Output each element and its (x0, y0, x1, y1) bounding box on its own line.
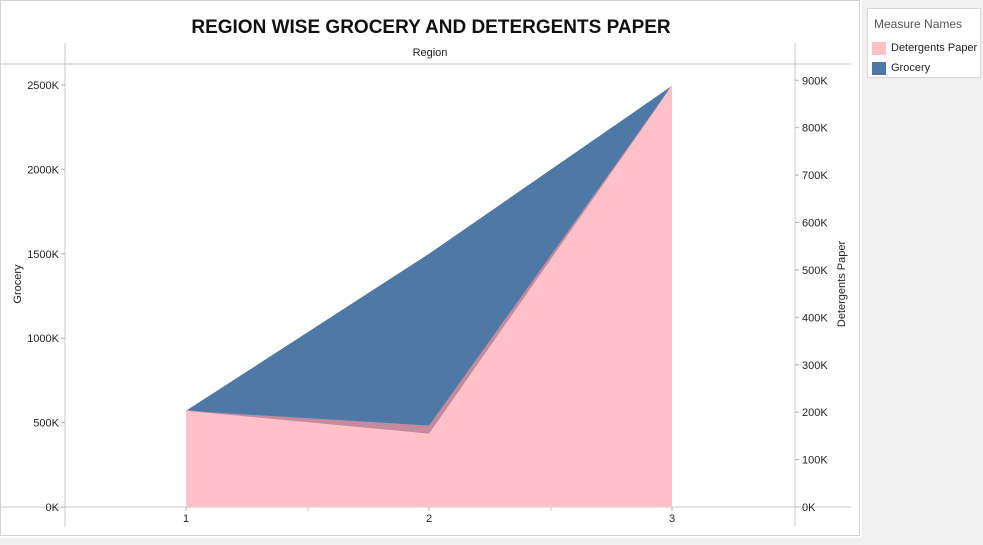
area-detergents-paper[interactable] (186, 85, 672, 507)
left-axis-label: Grocery (12, 264, 24, 304)
x-tick-label-3: 3 (669, 513, 675, 525)
area-chart: REGION WISE GROCERY AND DETERGENTS PAPER… (1, 17, 851, 527)
legend-swatch-detergents-paper (872, 42, 886, 55)
right-tick-label-0k: 0K (802, 502, 816, 514)
chart-title: REGION WISE GROCERY AND DETERGENTS PAPER (191, 17, 671, 38)
bottom-strip (0, 538, 862, 545)
right-tick-label-800k: 800K (802, 123, 828, 135)
left-tick-label-500k: 500K (33, 418, 59, 430)
left-tick-label-2000k: 2000K (27, 164, 59, 176)
column-header-region: Region (413, 47, 448, 59)
legend-label-detergents-paper: Detergents Paper (891, 42, 978, 54)
right-tick-label-500k: 500K (802, 265, 828, 277)
left-tick-label-1500k: 1500K (27, 249, 59, 261)
right-tick-label-600k: 600K (802, 218, 828, 230)
legend-item-grocery[interactable]: Grocery (872, 61, 983, 77)
area-layer (186, 85, 672, 508)
right-tick-label-700k: 700K (802, 170, 828, 182)
x-tick-label-2: 2 (426, 513, 432, 525)
left-tick-label-1000k: 1000K (27, 333, 59, 345)
legend-item-detergents-paper[interactable]: Detergents Paper (872, 41, 983, 57)
x-tick-label-1: 1 (183, 513, 189, 525)
right-axis-label: Detergents Paper (836, 241, 848, 328)
right-tick-label-900k: 900K (802, 75, 828, 87)
legend-swatch-grocery (872, 62, 886, 75)
legend: Measure Names Detergents Paper Grocery (867, 8, 981, 78)
right-tick-label-200k: 200K (802, 407, 828, 419)
right-tick-label-100k: 100K (802, 455, 828, 467)
left-tick-label-0k: 0K (46, 502, 60, 514)
legend-title: Measure Names (874, 17, 963, 31)
tick-layer: 0K500K1000K1500K2000K2500K0K100K200K300K… (27, 75, 828, 525)
side-panel: Measure Names Detergents Paper Grocery (862, 0, 983, 545)
right-tick-label-400k: 400K (802, 312, 828, 324)
legend-label-grocery: Grocery (891, 62, 931, 74)
left-tick-label-2500k: 2500K (27, 80, 59, 92)
right-tick-label-300k: 300K (802, 360, 828, 372)
chart-pane: REGION WISE GROCERY AND DETERGENTS PAPER… (0, 0, 860, 536)
